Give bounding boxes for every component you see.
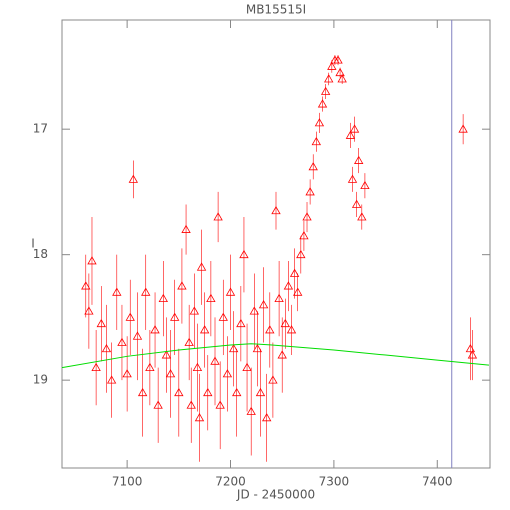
data-point: [161, 350, 172, 359]
data-point: [228, 343, 239, 353]
model-line: [61, 343, 490, 369]
data-point: [203, 387, 213, 397]
data-point: [213, 212, 223, 221]
data-point: [286, 325, 297, 334]
data-point: [296, 249, 306, 259]
data-point: [137, 387, 148, 397]
data-point: [206, 293, 216, 302]
data-point: [236, 318, 246, 328]
data-point: [467, 350, 478, 359]
data-point: [165, 369, 176, 378]
data-point: [87, 256, 97, 265]
data-point: [91, 362, 101, 372]
data-point: [232, 387, 242, 397]
data-point: [141, 287, 151, 296]
x-tick-label: 7100: [112, 475, 143, 489]
data-point: [101, 343, 112, 353]
data-point: [277, 350, 287, 359]
data-point: [192, 362, 203, 372]
data-point: [225, 287, 236, 296]
data-point: [327, 61, 337, 70]
data-point: [106, 375, 117, 384]
data-point: [128, 174, 139, 183]
data-point: [314, 118, 325, 127]
data-point: [186, 400, 196, 409]
data-point: [268, 375, 278, 384]
data-point: [84, 306, 94, 315]
data-point: [317, 99, 328, 108]
data-point: [347, 174, 358, 183]
data-point: [125, 312, 135, 321]
data-point: [158, 293, 169, 302]
x-tick-label: 7200: [215, 475, 246, 489]
data-point: [255, 387, 266, 397]
data-point: [299, 231, 309, 240]
data-point: [354, 155, 364, 164]
data-point: [357, 212, 367, 221]
data-point: [177, 281, 187, 290]
data-point: [320, 86, 331, 95]
data-point: [122, 369, 132, 378]
data-point: [194, 412, 205, 422]
data-point: [258, 300, 269, 309]
data-point: [265, 325, 275, 334]
data-point: [218, 312, 228, 321]
data-point: [145, 362, 155, 372]
data-point: [252, 343, 263, 353]
data-point: [311, 136, 322, 146]
data-point: [283, 281, 294, 290]
data-point: [335, 67, 345, 77]
data-point: [246, 406, 256, 415]
data-point: [274, 293, 284, 302]
data-point: [210, 356, 220, 365]
y-axis-label: I: [31, 237, 35, 251]
data-point: [308, 162, 318, 171]
data-point: [199, 325, 210, 334]
x-tick-label: 7300: [319, 475, 350, 489]
data-point: [215, 400, 225, 409]
data-point: [351, 199, 362, 208]
data-point: [289, 268, 300, 277]
data-point: [345, 130, 356, 139]
y-tick-label: 17: [33, 122, 48, 136]
data-point: [112, 287, 122, 296]
data-point: [349, 124, 360, 133]
data-point: [153, 400, 163, 409]
x-axis-label: JD - 2450000: [236, 488, 315, 502]
y-tick-label: 18: [33, 247, 48, 261]
data-point: [196, 262, 207, 271]
plot-frame: [61, 19, 491, 469]
data-point: [169, 312, 180, 321]
x-tick-label: 7400: [422, 475, 453, 489]
chart-title: MB15515I: [246, 3, 306, 17]
data-point: [271, 205, 281, 215]
data-point: [189, 306, 200, 315]
data-point: [293, 287, 303, 296]
data-point: [222, 369, 233, 378]
data-point: [81, 281, 91, 290]
data-point: [117, 337, 127, 346]
data-point: [174, 387, 184, 397]
data-point: [324, 74, 334, 83]
data-point: [249, 306, 259, 315]
data-point: [184, 337, 194, 346]
data-point: [132, 331, 143, 340]
data-point: [333, 55, 343, 64]
data-point: [239, 249, 249, 259]
data-point: [242, 362, 252, 372]
data-point: [280, 318, 290, 328]
data-point: [262, 412, 272, 422]
data-point: [181, 224, 191, 233]
data-point: [360, 180, 370, 190]
data-point: [96, 318, 106, 328]
data-point: [458, 124, 468, 133]
data-point: [305, 187, 315, 196]
data-point: [337, 74, 347, 83]
data-point: [302, 212, 312, 221]
data-point: [150, 325, 160, 334]
y-tick-label: 19: [33, 373, 48, 387]
